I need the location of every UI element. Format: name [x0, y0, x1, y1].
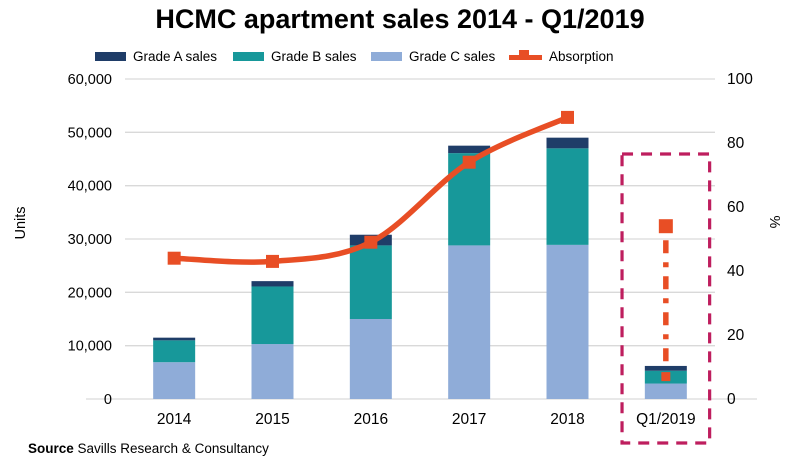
right-axis-tick-label: 100 [727, 71, 753, 88]
right-axis-tick-label: 0 [727, 391, 736, 408]
left-axis-tick-label: 40,000 [68, 179, 112, 195]
bar-grade-a-q1-2019 [644, 365, 687, 371]
bar-grade-c-2014 [153, 362, 196, 399]
highlight-box [620, 152, 712, 445]
left-axis-tick-label: 20,000 [68, 285, 112, 301]
bar-grade-b-2015 [251, 286, 294, 345]
legend-label: Grade C sales [409, 49, 496, 64]
absorption-marker-2017 [462, 155, 476, 169]
bar-grade-a-2018 [546, 137, 589, 149]
x-axis-label-2016: 2016 [354, 411, 388, 428]
bar-grade-c-q1-2019 [644, 383, 687, 399]
absorption-line-glyph [509, 55, 542, 60]
bar-grade-a-2017 [448, 145, 491, 154]
bar-grade-b-2016 [349, 245, 392, 319]
legend-swatch-grade-b-sales [233, 52, 264, 61]
legend-absorption-line-marker-icon [509, 50, 542, 63]
left-axis-tick-label: 10,000 [68, 339, 112, 355]
legend-item-grade-c-sales: Grade C sales [371, 49, 509, 64]
absorption-marker-2016 [364, 235, 378, 249]
absorption-dropline-end-marker [661, 372, 671, 382]
right-axis-title: % [766, 216, 782, 229]
legend-label: Grade A sales [133, 49, 218, 64]
right-axis-tick-label: 40 [727, 263, 745, 280]
x-axis-label-2014: 2014 [157, 411, 192, 428]
right-axis-tick-label: 60 [727, 199, 745, 216]
bar-grade-b-2018 [546, 148, 589, 245]
legend-label: Absorption [549, 49, 614, 64]
chart-plot-area: 0 10,000 20,000 30,000 40,000 50,000 60,000 0 20… [13, 71, 782, 445]
left-axis-tick-label: 0 [104, 392, 112, 408]
source-text: Savills Research & Consultancy [73, 441, 269, 456]
left-axis-tick-label: 30,000 [68, 232, 112, 248]
left-axis-title: Units [13, 206, 29, 239]
bar-grade-a-2014 [153, 337, 196, 341]
absorption-marker-2014 [167, 251, 181, 265]
legend-swatch-grade-c-sales [371, 52, 402, 61]
right-axis-tick-label: 80 [727, 135, 745, 152]
x-axis-label-2018: 2018 [550, 411, 584, 428]
absorption-marker-q1-2019 [658, 219, 673, 234]
legend-label: Grade B sales [271, 49, 357, 64]
left-axis-tick-label: 60,000 [68, 72, 112, 88]
bar-grade-c-2018 [546, 244, 589, 399]
left-axis-tick-label: 50,000 [68, 125, 112, 141]
bar-grade-c-2017 [448, 245, 491, 399]
absorption-marker-2015 [266, 254, 279, 268]
right-axis-tick-label: 20 [727, 327, 745, 344]
x-axis-label-2015: 2015 [255, 411, 289, 428]
x-axis-label-2017: 2017 [452, 411, 486, 428]
source-label: Source [28, 441, 74, 456]
bar-grade-b-2014 [153, 340, 196, 363]
legend-swatch-grade-a-sales [95, 52, 126, 61]
bar-grade-c-2016 [349, 319, 392, 399]
x-axis-label-q1-2019: Q1/2019 [636, 411, 695, 428]
absorption-marker-2018 [561, 110, 574, 124]
legend-item-grade-a-sales: Grade A sales [95, 49, 233, 64]
bar-grade-a-2015 [251, 281, 294, 287]
legend-item-grade-b-sales: Grade B sales [233, 49, 371, 64]
chart-title: HCMC apartment sales 2014 - Q1/2019 [155, 4, 645, 34]
bar-grade-c-2015 [251, 344, 294, 399]
source-note: Source Savills Research & Consultancy [28, 441, 269, 456]
legend-item-absorption: Absorption [509, 49, 614, 64]
legend: Grade A sales Grade B sales Grade C sales A… [95, 49, 614, 64]
